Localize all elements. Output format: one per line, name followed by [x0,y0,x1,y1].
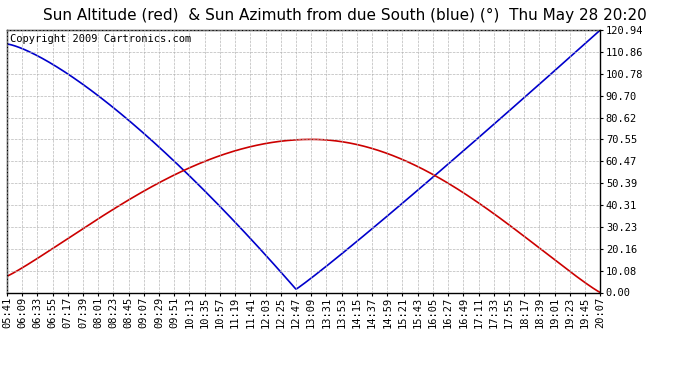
Text: Copyright 2009 Cartronics.com: Copyright 2009 Cartronics.com [10,34,191,44]
Text: Sun Altitude (red)  & Sun Azimuth from due South (blue) (°)  Thu May 28 20:20: Sun Altitude (red) & Sun Azimuth from du… [43,8,647,22]
